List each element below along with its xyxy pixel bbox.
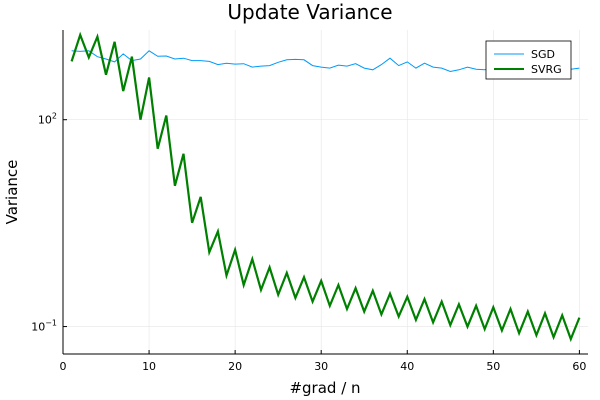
y-tick-label: 102 xyxy=(38,112,57,127)
legend-box xyxy=(485,40,572,80)
x-ticks: 0 10 20 30 40 50 60 xyxy=(60,350,586,373)
chart-title: Update Variance xyxy=(227,0,392,24)
legend: SGD SVRG xyxy=(485,40,572,80)
axes xyxy=(62,30,588,355)
x-tick-label: 20 xyxy=(228,360,242,373)
y-axis-label: Variance xyxy=(3,160,21,225)
x-tick-label: 0 xyxy=(60,360,67,373)
x-tick-label: 60 xyxy=(572,360,586,373)
series-line-svrg xyxy=(70,31,581,343)
x-tick-label: 30 xyxy=(314,360,328,373)
y-ticks: 102 10−1 xyxy=(31,112,67,334)
legend-label-svrg: SVRG xyxy=(531,63,562,76)
x-tick-label: 10 xyxy=(142,360,156,373)
x-tick-label: 50 xyxy=(486,360,500,373)
y-tick-label: 10−1 xyxy=(31,319,57,334)
x-tick-label: 40 xyxy=(400,360,414,373)
x-axis-label: #grad / n xyxy=(289,379,360,397)
legend-label-sgd: SGD xyxy=(531,48,555,61)
